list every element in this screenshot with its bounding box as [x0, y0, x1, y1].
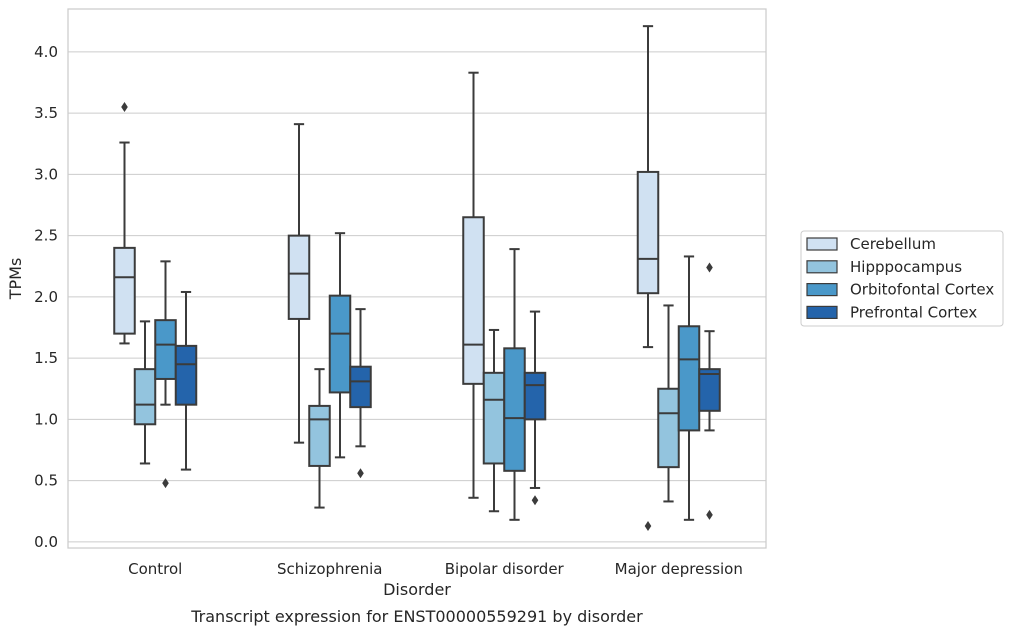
x-tick-label: Bipolar disorder — [445, 560, 565, 578]
box-group — [657, 304, 680, 503]
box-iqr — [349, 365, 372, 409]
y-tick-label: 0.5 — [34, 472, 58, 490]
box-group — [133, 320, 157, 465]
figure-caption: Transcript expression for ENST0000055929… — [190, 607, 643, 626]
box-layer — [113, 25, 721, 531]
legend-swatch — [806, 305, 838, 319]
legend-label: Orbitofontal Cortex — [850, 281, 994, 299]
box-group — [349, 308, 372, 479]
box-iqr — [698, 368, 721, 412]
box-iqr — [174, 344, 198, 406]
box-iqr — [133, 368, 157, 426]
y-axis-ticks: 0.0 0.5 1.0 1.5 2.0 2.5 3.0 3.5 4.0 — [34, 43, 58, 551]
x-tick-label: Major depression — [615, 560, 743, 578]
box-group — [113, 102, 136, 345]
y-tick-label: 1.5 — [34, 349, 58, 367]
outlier-point — [357, 468, 364, 479]
y-tick-label: 1.0 — [34, 410, 58, 428]
box-iqr — [677, 325, 701, 432]
y-tick-label: 4.0 — [34, 43, 58, 61]
box-iqr — [308, 404, 331, 467]
box-iqr — [636, 170, 660, 295]
outlier-point — [531, 495, 539, 506]
plot-frame — [67, 8, 767, 549]
box-group — [462, 71, 485, 499]
legend-swatch — [806, 283, 838, 297]
legend-swatch — [806, 260, 838, 274]
box-iqr — [482, 371, 506, 465]
box-group — [503, 248, 526, 521]
box-iqr — [287, 234, 311, 320]
box-group — [523, 310, 547, 506]
outlier-point — [706, 509, 713, 520]
box-iqr — [462, 216, 485, 385]
box-group — [636, 25, 660, 531]
box-iqr — [154, 319, 177, 380]
box-iqr — [113, 246, 136, 335]
x-axis-label: Disorder — [383, 580, 451, 599]
box-iqr — [503, 347, 526, 472]
outlier-point — [644, 520, 652, 531]
outlier-point — [706, 262, 713, 273]
outlier-point — [162, 478, 169, 489]
x-tick-label: Control — [128, 560, 182, 578]
box-group — [328, 232, 352, 459]
y-tick-label: 3.0 — [34, 165, 58, 183]
box-group — [308, 368, 331, 509]
box-iqr — [328, 294, 352, 394]
box-group — [677, 255, 701, 521]
legend-label: Cerebellum — [850, 235, 936, 253]
box-iqr — [657, 387, 680, 469]
y-tick-label: 3.5 — [34, 104, 58, 122]
box-group — [174, 290, 198, 471]
legend-label: Prefrontal Cortex — [850, 303, 977, 321]
legend-label: Hipppocampus — [850, 258, 962, 276]
box-group — [287, 123, 311, 444]
box-iqr — [523, 371, 547, 421]
y-tick-label: 0.0 — [34, 533, 58, 551]
y-tick-label: 2.5 — [34, 227, 58, 245]
x-axis-ticks: Control Schizophrenia Bipolar disorder Majo… — [128, 560, 743, 578]
x-tick-label: Schizophrenia — [277, 560, 382, 578]
legend: Cerebellum Hipppocampus Orbitofontal Corte… — [800, 230, 1004, 327]
y-axis-label: TPMs — [6, 258, 25, 301]
legend-frame — [800, 230, 1004, 327]
box-group — [698, 262, 721, 520]
legend-swatch — [806, 237, 838, 251]
y-tick-label: 2.0 — [34, 288, 58, 306]
outlier-point — [121, 102, 128, 112]
